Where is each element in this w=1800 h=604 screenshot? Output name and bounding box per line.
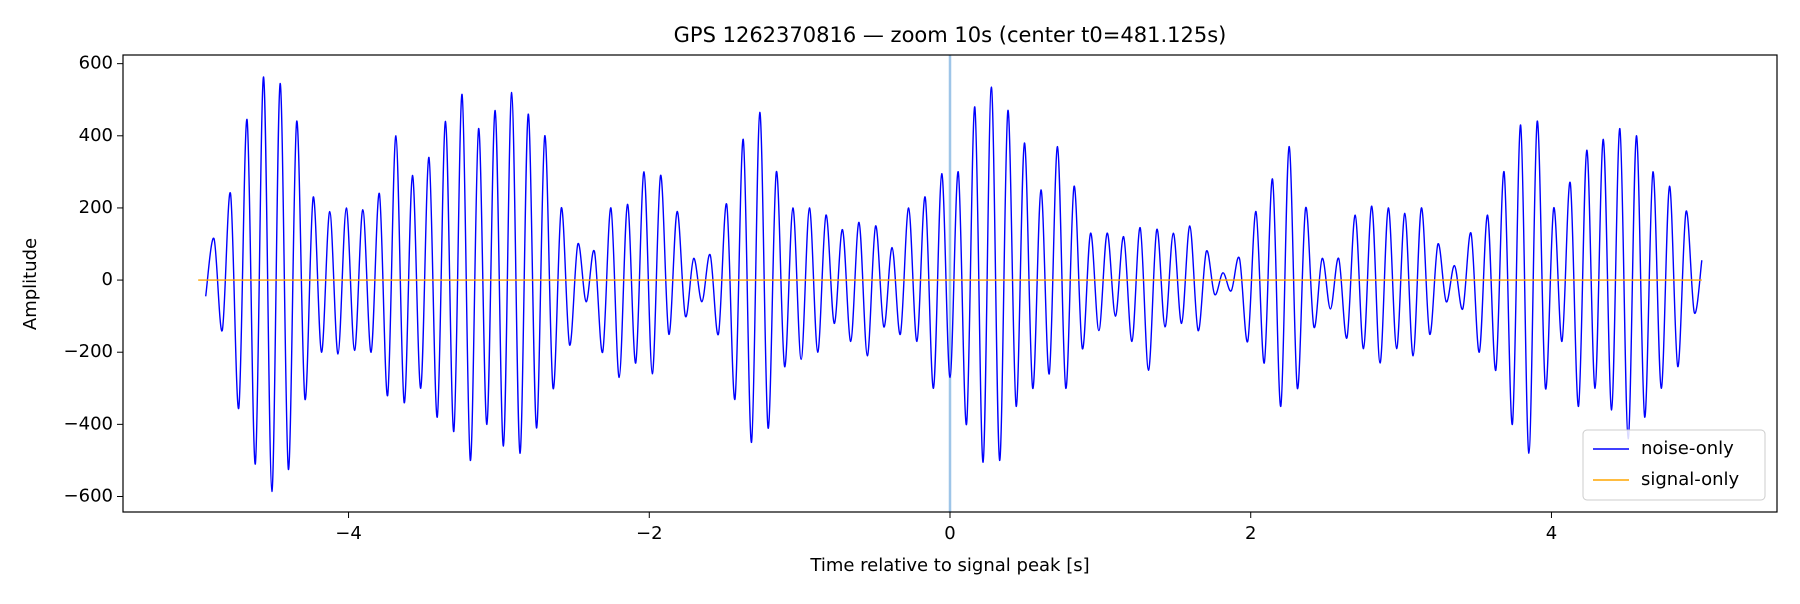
x-axis-label: Time relative to signal peak [s] [809,555,1089,576]
x-tick-label: 4 [1546,523,1557,544]
legend: noise-only signal-only [1582,429,1766,501]
legend-label: signal-only [1641,469,1739,490]
y-tick-label: 600 [79,53,113,74]
chart-title: GPS 1262370816 — zoom 10s (center t0=481… [674,23,1227,47]
x-tick-label: 0 [944,523,955,544]
legend-box [1582,429,1766,501]
plot-frame [122,54,1778,513]
y-tick-label: 200 [79,197,113,218]
y-tick-label: 0 [102,269,113,290]
y-tick-label: −200 [64,341,113,362]
series-line [205,76,1703,493]
y-axis-label: Amplitude [20,238,41,330]
x-tick-label: −4 [335,523,362,544]
y-tick-label: 400 [79,125,113,146]
x-tick-label: 2 [1245,523,1256,544]
y-tick-label: −400 [64,413,113,434]
x-tick-label: −2 [636,523,663,544]
legend-label: noise-only [1641,438,1734,459]
y-tick-label: −600 [64,485,113,506]
